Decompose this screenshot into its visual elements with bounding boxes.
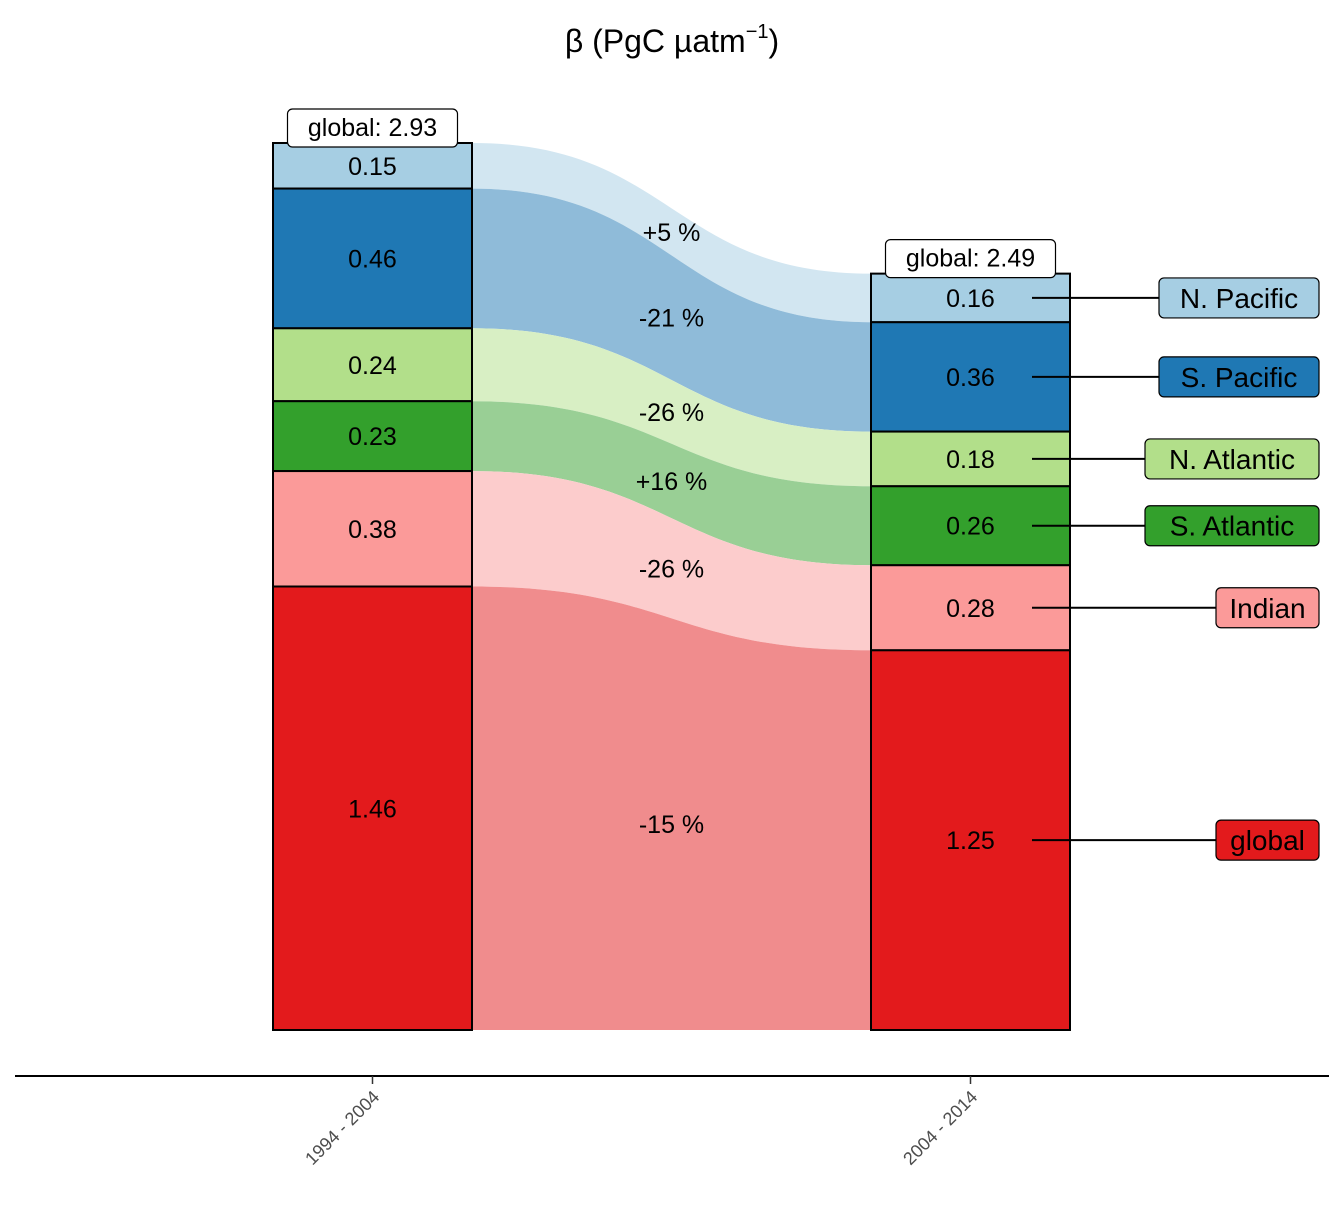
bar-segment-global-0 — [272, 585, 473, 1031]
value-label-indian-0: 0.38 — [348, 516, 397, 544]
change-label-global: -15 % — [639, 811, 704, 839]
value-label-n-atlantic-1: 0.18 — [946, 446, 995, 474]
change-label-s-pacific: -21 % — [639, 305, 704, 333]
bar-segment-n-pacific-0 — [272, 142, 473, 190]
legend-box-n-pacific — [1158, 277, 1320, 319]
x-tick-label-1: 2004 - 2014 — [899, 1087, 981, 1169]
legend-box-global — [1215, 819, 1320, 861]
legend-label-s-atlantic: S. Atlantic — [1170, 511, 1295, 542]
legend-label-n-atlantic: N. Atlantic — [1169, 444, 1295, 475]
value-label-s-pacific-1: 0.36 — [946, 364, 995, 392]
change-label-n-atlantic: -26 % — [639, 399, 704, 427]
change-labels: +5 % -21 % -26 % +16 % -26 % -15 % — [636, 219, 708, 839]
total-label-0: global: 2.93 — [308, 114, 437, 142]
total-box-0 — [286, 108, 459, 148]
total-box-1 — [884, 239, 1057, 279]
legend-box-n-atlantic — [1144, 438, 1320, 480]
value-label-s-atlantic-0: 0.23 — [348, 423, 397, 451]
flow-global — [472, 586, 871, 1030]
flow-s-pacific — [472, 188, 871, 432]
legend-label-global: global — [1230, 825, 1305, 856]
chart-title-main: β (PgC µatm — [565, 23, 746, 59]
legend-box-s-pacific — [1158, 356, 1320, 398]
bars: 0.15 0.46 0.24 0.23 0.38 1.46 global: 2.93 0.16… — [272, 108, 1071, 1031]
bar-segment-n-atlantic-0 — [272, 327, 473, 403]
legend-label-s-pacific: S. Pacific — [1181, 362, 1298, 393]
value-label-s-pacific-0: 0.46 — [348, 245, 397, 273]
flows — [472, 143, 871, 1030]
chart-title: β (PgC µatm−1) — [565, 21, 779, 59]
flow-indian — [472, 471, 871, 651]
bar-segment-s-atlantic-0 — [272, 400, 473, 473]
bar-segment-s-pacific-0 — [272, 187, 473, 330]
value-label-n-pacific-1: 0.16 — [946, 285, 995, 313]
value-label-global-1: 1.25 — [946, 827, 995, 855]
legend: N. Pacific S. Pacific N. Atlantic S. Atlant… — [1032, 277, 1320, 861]
value-label-n-pacific-0: 0.15 — [348, 153, 397, 181]
value-label-global-0: 1.46 — [348, 795, 397, 823]
legend-box-s-atlantic — [1144, 505, 1320, 547]
x-tick-label-0: 1994 - 2004 — [301, 1087, 383, 1169]
value-label-s-atlantic-1: 0.26 — [946, 513, 995, 541]
change-label-n-pacific: +5 % — [643, 219, 701, 247]
total-label-1: global: 2.49 — [906, 245, 1035, 273]
value-label-indian-1: 0.28 — [946, 595, 995, 623]
flow-n-atlantic — [472, 328, 871, 487]
flow-n-pacific — [472, 143, 871, 323]
legend-label-n-pacific: N. Pacific — [1180, 283, 1298, 314]
chart-title-sup: −1 — [746, 21, 769, 43]
bar-segment-indian-0 — [272, 470, 473, 588]
x-axis: 1994 - 2004 2004 - 2014 — [15, 1075, 1329, 1169]
value-label-n-atlantic-0: 0.24 — [348, 352, 397, 380]
chart-title-close: ) — [769, 23, 780, 59]
change-label-s-atlantic: +16 % — [636, 468, 708, 496]
flow-s-atlantic — [472, 401, 871, 566]
legend-box-indian — [1215, 587, 1320, 629]
legend-label-indian: Indian — [1229, 593, 1305, 624]
change-label-indian: -26 % — [639, 555, 704, 583]
